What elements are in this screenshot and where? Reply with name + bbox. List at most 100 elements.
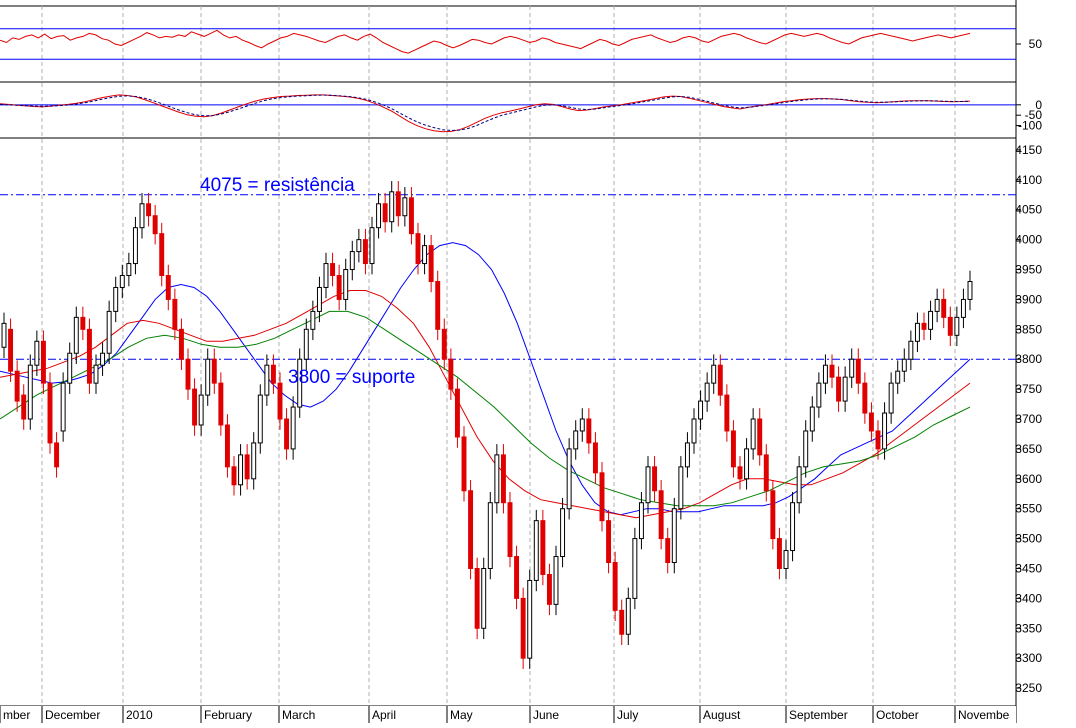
candle-body bbox=[270, 364, 276, 384]
price-tick-label: 3500 bbox=[1015, 532, 1042, 546]
candle-body bbox=[527, 579, 533, 659]
candle-body bbox=[257, 394, 263, 444]
moving-average-mid bbox=[0, 290, 971, 519]
candle-body bbox=[790, 502, 796, 552]
candle-body bbox=[428, 245, 434, 282]
candle-body bbox=[316, 286, 322, 312]
candle-body bbox=[947, 316, 953, 336]
candle-body bbox=[757, 418, 763, 456]
candle-body bbox=[507, 502, 513, 558]
candle-body bbox=[796, 466, 802, 504]
price-tick-label: 3850 bbox=[1015, 322, 1042, 336]
candle-body bbox=[408, 197, 414, 235]
candle-body bbox=[586, 418, 592, 444]
candle-body bbox=[665, 538, 671, 564]
candle-body bbox=[967, 280, 973, 300]
candle-body bbox=[868, 412, 874, 432]
candle-body bbox=[882, 412, 888, 450]
price-tick-label: 4100 bbox=[1015, 173, 1042, 187]
candle-body bbox=[730, 430, 736, 468]
candle-body bbox=[54, 442, 60, 468]
candle-body bbox=[612, 562, 618, 611]
candle-body bbox=[632, 538, 638, 599]
candle-body bbox=[14, 370, 20, 402]
candle-body bbox=[468, 490, 474, 569]
x-tick-label: mber bbox=[3, 708, 30, 722]
candle-body bbox=[34, 340, 40, 366]
candle-body bbox=[514, 556, 520, 599]
price-tick-label: 3650 bbox=[1015, 442, 1042, 456]
candle-body bbox=[474, 567, 480, 629]
candle-body bbox=[809, 406, 815, 432]
candle-body bbox=[21, 394, 27, 420]
x-tick-label: May bbox=[450, 708, 473, 722]
candle-body bbox=[192, 388, 198, 426]
x-axis-background bbox=[0, 706, 1016, 723]
candle-body bbox=[106, 310, 112, 354]
candle-body bbox=[888, 382, 894, 414]
candle-body bbox=[152, 215, 158, 235]
candle-body bbox=[652, 466, 658, 492]
candle-body bbox=[330, 263, 336, 277]
price-tick-label: 4050 bbox=[1015, 203, 1042, 217]
candle-body bbox=[540, 520, 546, 575]
candle-body bbox=[822, 364, 828, 384]
candle-body bbox=[645, 466, 651, 504]
candle-body bbox=[376, 203, 382, 229]
candle-body bbox=[849, 358, 855, 378]
rsi-tick-label: 50 bbox=[1029, 37, 1043, 51]
price-panel: 4075 = resistência 3800 = suporte bbox=[0, 175, 1016, 669]
candle-body bbox=[415, 233, 421, 265]
candle-body bbox=[908, 340, 914, 360]
x-tick-label: Novembe bbox=[958, 708, 1010, 722]
candle-body bbox=[159, 233, 165, 277]
candle-body bbox=[290, 406, 296, 450]
candle-body bbox=[454, 388, 460, 438]
candle-body bbox=[178, 328, 184, 360]
candle-body bbox=[231, 466, 237, 486]
price-tick-label: 3800 bbox=[1015, 352, 1042, 366]
candle-body bbox=[277, 382, 283, 420]
candle-body bbox=[284, 418, 290, 450]
candle-body bbox=[520, 597, 526, 659]
candle-body bbox=[435, 280, 441, 330]
candle-body bbox=[566, 448, 572, 510]
candle-body bbox=[303, 328, 309, 360]
candle-body bbox=[343, 269, 349, 300]
candle-body bbox=[717, 364, 723, 396]
x-tick-label: October bbox=[876, 708, 919, 722]
candle-body bbox=[461, 436, 467, 492]
candle-body bbox=[224, 424, 230, 468]
candle-body bbox=[560, 508, 566, 558]
price-tick-label: 3250 bbox=[1015, 681, 1042, 695]
candle-body bbox=[960, 298, 966, 318]
candle-body bbox=[205, 358, 211, 396]
candle-body bbox=[395, 191, 401, 217]
candle-body bbox=[238, 454, 244, 486]
annotation-label: 3800 = suporte bbox=[288, 367, 415, 388]
candle-body bbox=[139, 203, 145, 229]
candle-body bbox=[776, 538, 782, 569]
candle-body bbox=[579, 418, 585, 432]
candle-body bbox=[448, 358, 454, 390]
price-tick-label: 4000 bbox=[1015, 233, 1042, 247]
x-tick-label: December bbox=[45, 708, 100, 722]
candle-body bbox=[494, 454, 500, 504]
candle-body bbox=[921, 322, 927, 330]
x-tick-label: June bbox=[533, 708, 559, 722]
candle-body bbox=[172, 298, 178, 330]
candle-body bbox=[658, 490, 664, 540]
macd-tick-label: -50 bbox=[1025, 108, 1043, 122]
rsi-line bbox=[0, 29, 971, 54]
candle-body bbox=[310, 310, 316, 330]
candle-body bbox=[132, 227, 138, 265]
candle-body bbox=[691, 418, 697, 444]
candle-body bbox=[422, 245, 428, 265]
candle-body bbox=[901, 358, 907, 372]
candle-body bbox=[704, 382, 710, 402]
candle-body bbox=[803, 430, 809, 468]
macd-panel bbox=[0, 94, 1016, 133]
candle-body bbox=[27, 364, 33, 420]
candle-body bbox=[244, 454, 250, 480]
